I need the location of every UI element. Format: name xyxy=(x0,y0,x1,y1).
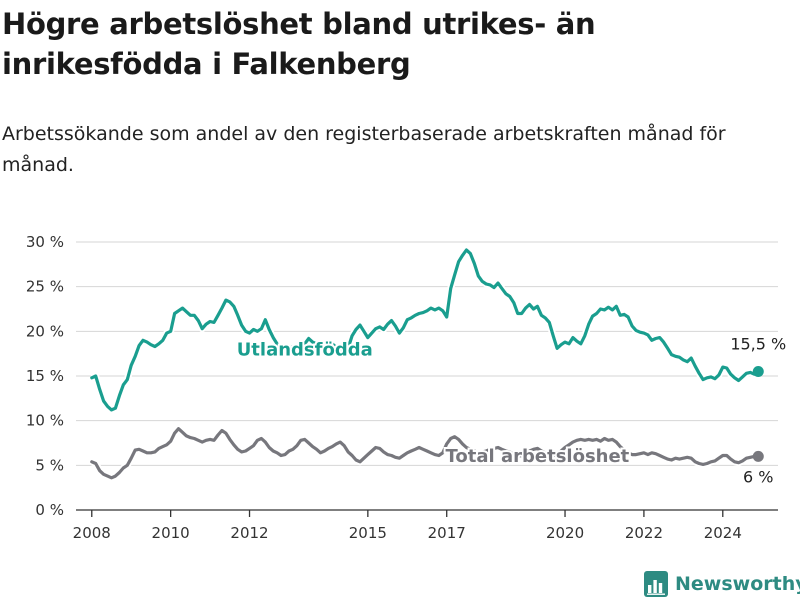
y-axis-ticks: 0 % 5 % 10 % 15 % 20 % 25 % 30 % xyxy=(26,233,64,519)
series-line-0 xyxy=(90,248,760,412)
series-end-dot xyxy=(752,366,764,378)
x-axis-ticks: 2008 2010 2012 2015 2017 2020 2022 2024 xyxy=(73,510,742,542)
series-name-label: Utlandsfödda xyxy=(237,339,373,360)
gridlines xyxy=(76,241,778,511)
y-tick-label: 25 % xyxy=(26,278,64,296)
series-end-label: 15,5 % xyxy=(730,335,786,354)
series-end-dot xyxy=(752,450,764,462)
x-tick-label: 2024 xyxy=(704,524,742,542)
series-end-label: 6 % xyxy=(743,467,773,486)
chart-subtitle: Arbetssökande som andel av den registerb… xyxy=(2,123,726,176)
series-lines xyxy=(90,246,764,482)
newsworthy-logo[interactable]: Newsworthy xyxy=(644,568,800,600)
x-tick-label: 2022 xyxy=(625,524,663,542)
y-tick-label: 5 % xyxy=(35,456,64,474)
y-tick-label: 30 % xyxy=(26,233,64,251)
x-tick-label: 2015 xyxy=(349,524,387,542)
series-line-1 xyxy=(90,427,760,480)
chart-title: Högre arbetslöshet bland utrikes- än inr… xyxy=(2,7,596,81)
y-tick-label: 0 % xyxy=(35,501,64,519)
logo-text: Newsworthy xyxy=(675,573,800,595)
series-name-label: Total arbetslöshet xyxy=(446,446,630,467)
series-labels: 15,5 % Utlandsfödda 6 % Total arbetslöshet xyxy=(235,335,787,487)
x-tick-label: 2020 xyxy=(546,524,584,542)
y-tick-label: 10 % xyxy=(26,412,64,430)
newsworthy-chart-icon xyxy=(644,571,668,597)
x-tick-label: 2012 xyxy=(230,524,268,542)
series-halo xyxy=(90,246,761,414)
x-tick-label: 2017 xyxy=(428,524,466,542)
y-tick-label: 15 % xyxy=(26,367,64,385)
y-tick-label: 20 % xyxy=(26,322,64,340)
x-tick-label: 2008 xyxy=(73,524,111,542)
x-tick-label: 2010 xyxy=(152,524,190,542)
